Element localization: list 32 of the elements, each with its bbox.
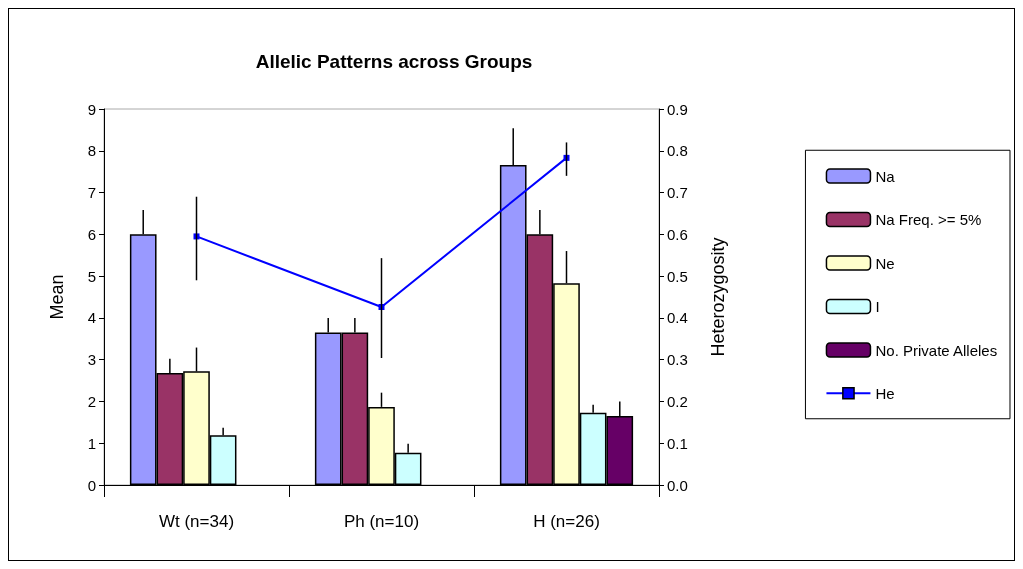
x-tick-label: H (n=26) (533, 512, 600, 531)
y2-tick-label: 0.9 (667, 100, 688, 118)
y2-tick-label: 0.0 (667, 476, 688, 494)
y-tick-label: 7 (87, 184, 96, 202)
y2-tick-label: 0.4 (667, 309, 688, 327)
y2-tick-label: 0.2 (667, 392, 688, 410)
y-tick-label: 6 (87, 225, 96, 243)
y-tick-label: 3 (87, 351, 96, 369)
legend-label: I (875, 298, 880, 315)
y-tick-label: 1 (87, 434, 96, 452)
legend-label: No. Private Alleles (875, 341, 998, 359)
y-tick-label: 8 (87, 142, 96, 160)
legend-label: He (875, 384, 895, 402)
y-tick-label: 5 (87, 267, 96, 285)
x-tick-label: Ph (n=10) (343, 512, 420, 531)
y2-tick-label: 0.7 (667, 184, 688, 202)
y-axis-title: Mean (47, 274, 67, 320)
y2-tick-label: 0.1 (667, 434, 688, 452)
legend-label: Na (875, 167, 896, 185)
y-tick-label: 0 (87, 476, 96, 494)
legend-label: Ne (875, 254, 895, 272)
chart-title: Allelic Patterns across Groups (255, 51, 533, 72)
y2-axis-title: Heterozygosity (708, 237, 728, 357)
legend-label: Na Freq. >= 5% (875, 211, 982, 228)
y-tick-label: 4 (87, 309, 96, 327)
y-tick-label: 2 (87, 392, 96, 410)
y-tick-label: 9 (87, 100, 96, 118)
y2-tick-label: 0.6 (667, 225, 688, 243)
y2-tick-label: 0.5 (667, 267, 688, 285)
y2-tick-label: 0.3 (667, 351, 688, 369)
y2-tick-label: 0.8 (667, 142, 688, 160)
x-tick-label: Wt (n=34) (158, 512, 235, 531)
